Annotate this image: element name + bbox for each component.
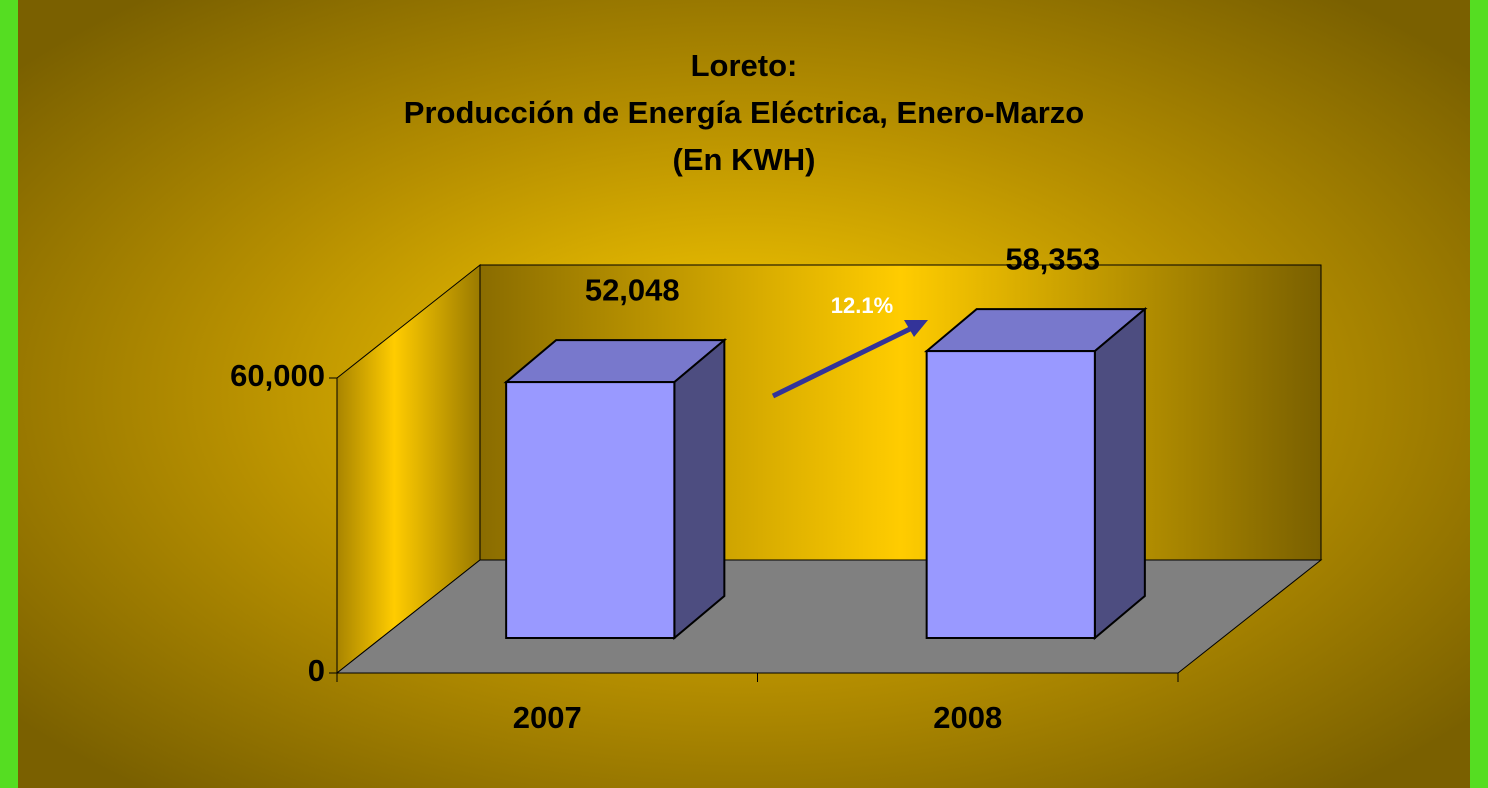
- data-label: 52,048: [585, 272, 680, 307]
- chart-title: Loreto:: [691, 48, 798, 83]
- bar-side: [673, 337, 726, 641]
- chart-title: Producción de Energía Eléctrica, Enero-M…: [404, 95, 1084, 130]
- annotation-arrowhead: [904, 320, 928, 337]
- annotation-arrow: [771, 325, 914, 399]
- y-tick-label: 60,000: [230, 358, 325, 393]
- x-tick-label: 2007: [513, 700, 582, 735]
- bar-side: [1093, 306, 1146, 641]
- bar: [923, 306, 1148, 641]
- floor: [335, 559, 1323, 674]
- bar-front: [505, 381, 676, 639]
- y-tick-label: 0: [308, 653, 325, 688]
- bar: [503, 337, 728, 641]
- data-label: 58,353: [1005, 241, 1100, 276]
- x-tick-label: 2008: [933, 700, 1002, 735]
- chart-title: (En KWH): [673, 142, 816, 177]
- annotation: 12.1%: [831, 293, 893, 318]
- bar-front: [925, 350, 1096, 639]
